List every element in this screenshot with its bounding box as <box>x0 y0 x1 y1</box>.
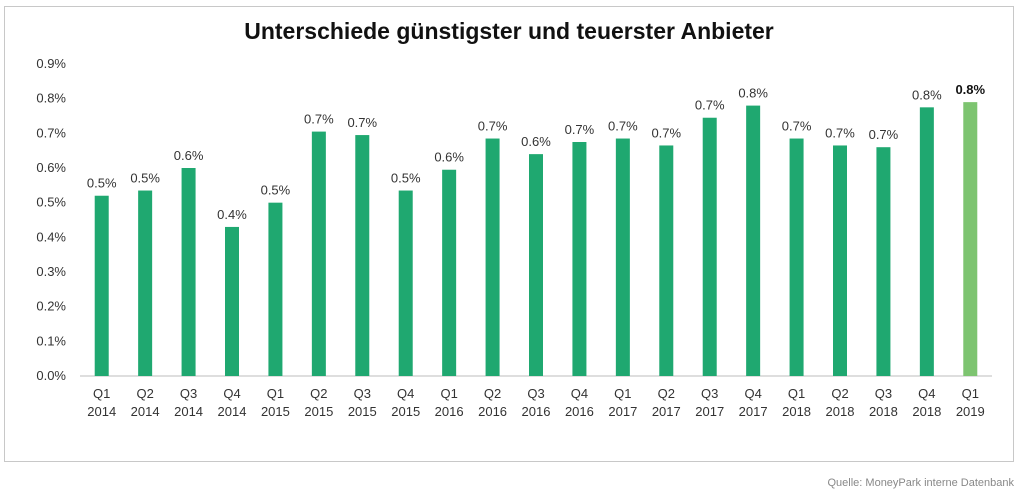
x-tick-label: 2016 <box>478 404 507 419</box>
bar <box>572 142 587 376</box>
y-tick-label: 0.5% <box>36 195 66 210</box>
data-label: 0.5% <box>130 171 160 186</box>
data-label: 0.7% <box>608 119 638 134</box>
data-label: 0.8% <box>955 82 985 97</box>
bar <box>833 145 847 376</box>
bar <box>355 135 370 376</box>
x-tick-label: 2017 <box>739 404 768 419</box>
x-tick-label: Q2 <box>136 386 153 401</box>
x-tick-label: 2018 <box>912 404 941 419</box>
data-label: 0.6% <box>174 148 204 163</box>
x-tick-label: 2017 <box>608 404 637 419</box>
data-label: 0.8% <box>738 86 768 101</box>
y-tick-label: 0.7% <box>36 125 66 140</box>
x-tick-label: 2015 <box>391 404 420 419</box>
y-tick-label: 0.8% <box>36 91 66 106</box>
data-label: 0.7% <box>304 112 334 127</box>
x-tick-label: Q4 <box>744 386 761 401</box>
bar <box>746 105 761 376</box>
x-tick-label: Q4 <box>918 386 935 401</box>
x-tick-label: Q3 <box>875 386 892 401</box>
data-label: 0.8% <box>912 87 942 102</box>
x-tick-label: 2018 <box>869 404 898 419</box>
x-tick-label: Q4 <box>571 386 588 401</box>
bar <box>615 138 630 376</box>
x-tick-label: 2014 <box>218 404 247 419</box>
bar <box>963 102 978 376</box>
data-label: 0.5% <box>87 176 117 191</box>
x-tick-label: Q4 <box>223 386 240 401</box>
x-tick-label: 2016 <box>435 404 464 419</box>
x-tick-label: 2014 <box>131 404 160 419</box>
bar <box>485 138 500 376</box>
bar <box>94 195 109 376</box>
x-tick-label: Q4 <box>397 386 414 401</box>
source-note: Quelle: MoneyPark interne Datenbank <box>827 477 1015 489</box>
x-tick-label: Q1 <box>788 386 805 401</box>
x-tick-label: 2015 <box>304 404 333 419</box>
y-tick-label: 0.0% <box>36 368 66 383</box>
x-tick-label: 2014 <box>87 404 116 419</box>
x-tick-label: 2014 <box>174 404 203 419</box>
y-tick-label: 0.6% <box>36 160 66 175</box>
y-tick-label: 0.9% <box>36 56 66 71</box>
x-tick-label: 2015 <box>348 404 377 419</box>
x-tick-label: 2018 <box>782 404 811 419</box>
bar <box>225 226 239 376</box>
x-tick-label: Q2 <box>831 386 848 401</box>
data-label: 0.7% <box>782 119 812 134</box>
bar <box>876 147 891 376</box>
x-tick-label: Q1 <box>267 386 284 401</box>
x-tick-label: Q2 <box>658 386 675 401</box>
bar <box>311 131 326 376</box>
x-tick-label: Q3 <box>701 386 718 401</box>
data-label: 0.6% <box>434 150 464 165</box>
bar <box>181 168 196 376</box>
x-tick-label: Q3 <box>354 386 371 401</box>
data-label: 0.7% <box>695 98 725 113</box>
x-tick-label: 2016 <box>565 404 594 419</box>
data-label: 0.7% <box>478 119 508 134</box>
bar <box>659 145 674 376</box>
x-tick-label: Q1 <box>93 386 110 401</box>
data-label: 0.6% <box>521 134 551 149</box>
x-tick-label: Q2 <box>484 386 501 401</box>
chart-title: Unterschiede günstigster und teuerster A… <box>244 18 774 44</box>
x-tick-label: Q1 <box>440 386 457 401</box>
x-tick-label: 2017 <box>695 404 724 419</box>
x-tick-label: Q1 <box>614 386 631 401</box>
data-label: 0.7% <box>651 125 681 140</box>
bar <box>529 154 543 376</box>
y-tick-label: 0.1% <box>36 333 66 348</box>
y-tick-label: 0.3% <box>36 264 66 279</box>
x-tick-label: 2015 <box>261 404 290 419</box>
bar <box>789 138 804 376</box>
bar <box>138 190 153 376</box>
x-tick-label: 2016 <box>522 404 551 419</box>
data-label: 0.7% <box>869 127 899 142</box>
x-tick-label: Q3 <box>180 386 197 401</box>
bar <box>702 117 717 376</box>
y-tick-label: 0.2% <box>36 299 66 314</box>
y-tick-label: 0.4% <box>36 229 66 244</box>
bar <box>268 202 283 376</box>
x-tick-label: 2017 <box>652 404 681 419</box>
bar <box>919 107 934 376</box>
data-label: 0.7% <box>347 115 377 130</box>
data-label: 0.4% <box>217 207 247 222</box>
x-tick-label: 2019 <box>956 404 985 419</box>
x-tick-label: Q2 <box>310 386 327 401</box>
x-tick-label: Q1 <box>962 386 979 401</box>
x-tick-label: Q3 <box>527 386 544 401</box>
data-label: 0.7% <box>565 122 595 137</box>
data-label: 0.7% <box>825 125 855 140</box>
bar <box>398 190 413 376</box>
data-label: 0.5% <box>261 183 291 198</box>
x-tick-label: 2018 <box>826 404 855 419</box>
data-label: 0.5% <box>391 171 421 186</box>
bar <box>442 169 457 376</box>
